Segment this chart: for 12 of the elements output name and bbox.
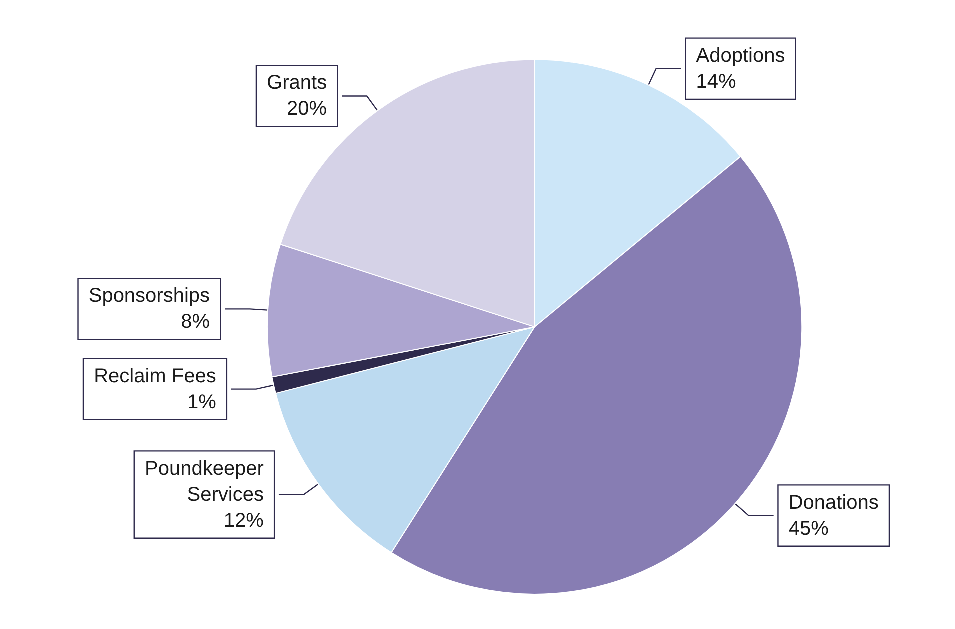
slice-label: Poundkeeper Services [144,458,264,506]
slice-label: Grants [267,72,328,94]
data-label: 20% [287,98,328,120]
data-label: 1% [187,391,217,414]
slice-label: Sponsorships [88,285,210,308]
data-label: 14% [696,70,737,93]
data-label: 45% [788,518,830,540]
slice-label: Adoptions [696,44,786,67]
slice-label: Donations [788,492,879,514]
data-label: 12% [224,510,264,532]
slice-label: Reclaim Fees [94,365,216,388]
data-label: 8% [181,311,210,334]
